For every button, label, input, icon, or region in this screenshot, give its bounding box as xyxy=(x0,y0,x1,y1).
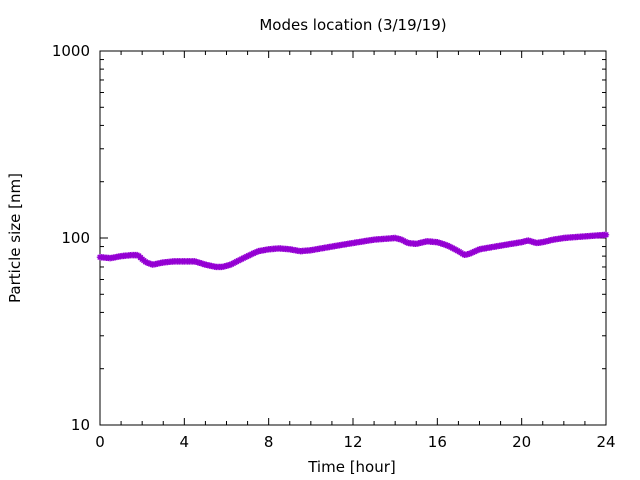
x-tick-label: 4 xyxy=(180,433,190,451)
data-point xyxy=(602,231,610,239)
x-tick-label: 20 xyxy=(512,433,531,451)
x-tick-label: 16 xyxy=(428,433,447,451)
x-tick-label: 12 xyxy=(343,433,362,451)
x-tick-label: 0 xyxy=(95,433,105,451)
chart-title: Modes location (3/19/19) xyxy=(259,16,446,34)
x-axis-label: Time [hour] xyxy=(307,458,396,476)
y-tick-label: 10 xyxy=(71,416,90,434)
y-axis-label: Particle size [nm] xyxy=(6,173,24,303)
x-tick-label: 24 xyxy=(596,433,615,451)
y-tick-label: 100 xyxy=(61,229,90,247)
axis-tick-labels: 0 4 8 12 16 20 24 10 100 1000 xyxy=(52,42,616,451)
axis-ticks xyxy=(99,50,607,426)
data-series xyxy=(96,231,610,271)
series-markers xyxy=(96,231,610,271)
y-tick-label: 1000 xyxy=(52,42,90,60)
x-tick-label: 8 xyxy=(264,433,274,451)
